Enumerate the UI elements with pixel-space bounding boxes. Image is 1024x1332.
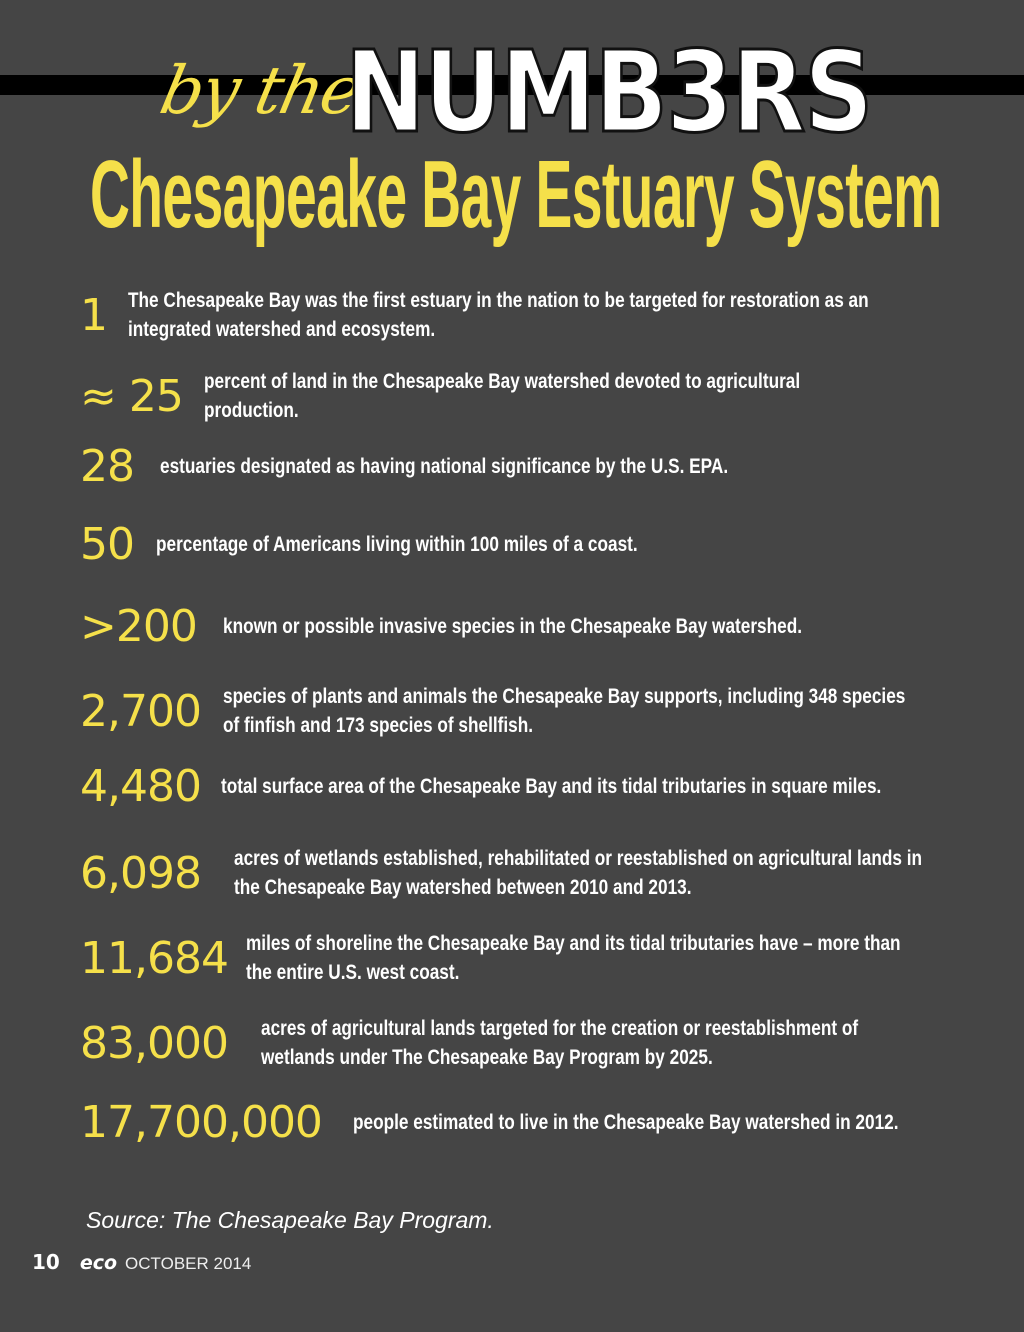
fact-row: >200 known or possible invasive species … — [80, 597, 923, 655]
fact-text: percentage of Americans living within 10… — [156, 532, 638, 556]
header-numbers: NUMB3RS — [344, 27, 875, 160]
fact-number: 83,000 — [80, 1017, 229, 1069]
fact-text: known or possible invasive species in th… — [223, 614, 803, 638]
fact-number: 17,700,000 — [80, 1097, 323, 1148]
fact-row: 50 percentage of Americans living within… — [80, 515, 936, 573]
fact-number: 2,700 — [80, 685, 202, 737]
header-black-bar — [0, 75, 1024, 95]
fact-text: total surface area of the Chesapeake Bay… — [221, 775, 882, 798]
fact-number: 28 — [80, 440, 135, 492]
fact-row: 17,700,000 people estimated to live in t… — [80, 1097, 903, 1148]
fact-row: 6,098 acres of wetlands established, reh… — [80, 844, 939, 902]
magazine-logo: eco — [79, 1252, 118, 1274]
fact-number: 11,684 — [80, 932, 229, 984]
page-footer: 10 eco OCTOBER 2014 — [32, 1250, 251, 1274]
fact-text: The Chesapeake Bay was the first estuary… — [128, 289, 869, 341]
fact-text: estuaries designated as having national … — [160, 454, 729, 478]
fact-text: people estimated to live in the Chesapea… — [353, 1111, 899, 1134]
fact-row: 2,700 species of plants and animals the … — [80, 682, 923, 740]
fact-text: acres of wetlands established, rehabilit… — [234, 847, 923, 899]
source-note: Source: The Chesapeake Bay Program. — [86, 1207, 494, 1233]
page-number: 10 — [32, 1250, 60, 1274]
page-title: Chesapeake Bay Estuary System — [90, 141, 942, 248]
fact-number: 4,480 — [80, 761, 202, 812]
fact-row: 28 estuaries designated as having nation… — [80, 437, 940, 495]
fact-number: 6,098 — [80, 847, 202, 899]
fact-number: ≈ 25 — [80, 370, 184, 422]
fact-text: acres of agricultural lands targeted for… — [261, 1017, 859, 1069]
issue-date: OCTOBER 2014 — [125, 1254, 252, 1273]
fact-number: 50 — [80, 518, 135, 570]
header-by-the: by the — [153, 52, 367, 129]
fact-row: 11,684 miles of shoreline the Chesapeake… — [80, 929, 906, 987]
fact-row: 4,480 total surface area of the Chesapea… — [80, 761, 921, 812]
fact-row: 1 The Chesapeake Bay was the first estua… — [80, 286, 943, 344]
fact-text: percent of land in the Chesapeake Bay wa… — [204, 370, 801, 422]
fact-row: ≈ 25 percent of land in the Chesapeake B… — [80, 367, 894, 425]
fact-number: >200 — [80, 600, 198, 652]
fact-text: miles of shoreline the Chesapeake Bay an… — [246, 932, 901, 984]
fact-row: 83,000 acres of agricultural lands targe… — [80, 1014, 921, 1072]
fact-number: 1 — [80, 289, 108, 341]
fact-text: species of plants and animals the Chesap… — [223, 685, 906, 737]
